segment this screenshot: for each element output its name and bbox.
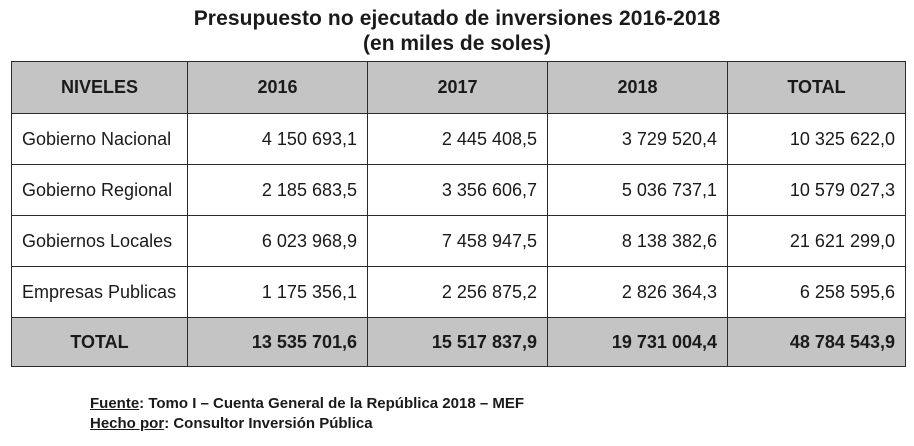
cell-2016: 4 150 693,1 [187, 113, 368, 165]
table-row: Gobierno Nacional 4 150 693,1 2 445 408,… [11, 113, 906, 165]
total-row: TOTAL 13 535 701,6 15 517 837,9 19 731 0… [11, 317, 906, 367]
table-row: Gobiernos Locales 6 023 968,9 7 458 947,… [11, 215, 906, 267]
table-title: Presupuesto no ejecutado de inversiones … [193, 7, 721, 30]
cell-2016: 6 023 968,9 [187, 215, 368, 267]
table-row: Empresas Publicas 1 175 356,1 2 256 875,… [11, 266, 906, 318]
row-level: Empresas Publicas [11, 266, 188, 318]
total-2018: 19 731 004,4 [547, 317, 728, 367]
table-row: Gobierno Regional 2 185 683,5 3 356 606,… [11, 164, 906, 216]
cell-2018: 3 729 520,4 [547, 113, 728, 165]
total-grand: 48 784 543,9 [727, 317, 906, 367]
header-2017: 2017 [367, 61, 548, 114]
source-label: Fuente [90, 395, 140, 412]
cell-2018: 8 138 382,6 [547, 215, 728, 267]
table-subtitle: (en miles de soles) [363, 32, 551, 55]
header-niveles: NIVELES [11, 61, 188, 114]
row-level: Gobiernos Locales [11, 215, 188, 267]
total-2017: 15 517 837,9 [367, 317, 548, 367]
header-2018: 2018 [547, 61, 728, 114]
cell-total: 21 621 299,0 [727, 215, 906, 267]
source-line: Fuente: Tomo I – Cuenta General de la Re… [90, 394, 524, 414]
author-label: Hecho por [90, 415, 165, 432]
cell-2018: 5 036 737,1 [547, 164, 728, 216]
header-row: NIVELES 2016 2017 2018 TOTAL [11, 61, 906, 114]
total-2016: 13 535 701,6 [187, 317, 368, 367]
author-text: : Consultor Inversión Pública [164, 415, 373, 432]
cell-2017: 3 356 606,7 [367, 164, 548, 216]
cell-total: 10 579 027,3 [727, 164, 906, 216]
header-2016: 2016 [187, 61, 368, 114]
cell-2016: 1 175 356,1 [187, 266, 368, 318]
row-level: Gobierno Regional [11, 164, 188, 216]
source-text: : Tomo I – Cuenta General de la Repúblic… [139, 395, 525, 412]
cell-2017: 7 458 947,5 [367, 215, 548, 267]
cell-2017: 2 445 408,5 [367, 113, 548, 165]
cell-2018: 2 826 364,3 [547, 266, 728, 318]
cell-total: 6 258 595,6 [727, 266, 906, 318]
total-label: TOTAL [11, 317, 188, 367]
cell-2016: 2 185 683,5 [187, 164, 368, 216]
source-note: Fuente: Tomo I – Cuenta General de la Re… [90, 394, 524, 434]
cell-2017: 2 256 875,2 [367, 266, 548, 318]
author-line: Hecho por: Consultor Inversión Pública [90, 414, 524, 434]
budget-table: NIVELES 2016 2017 2018 TOTAL Gobierno Na… [11, 61, 906, 367]
header-total: TOTAL [727, 61, 906, 114]
cell-total: 10 325 622,0 [727, 113, 906, 165]
row-level: Gobierno Nacional [11, 113, 188, 165]
